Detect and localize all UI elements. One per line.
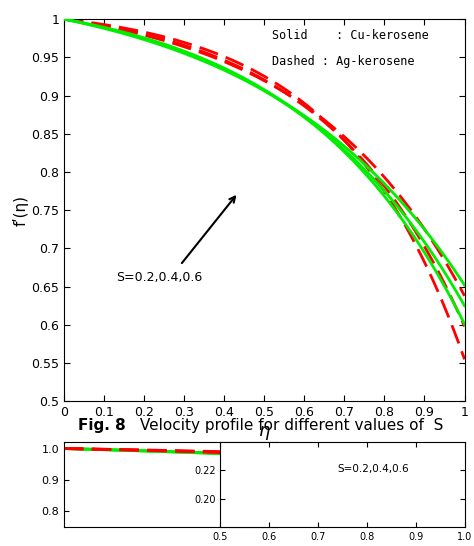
Text: Solid    : Cu-kerosene: Solid : Cu-kerosene bbox=[272, 28, 429, 41]
Text: Velocity profile for different values of  S: Velocity profile for different values of… bbox=[135, 418, 444, 432]
Text: Dashed : Ag-kerosene: Dashed : Ag-kerosene bbox=[272, 55, 415, 68]
X-axis label: η: η bbox=[259, 422, 270, 440]
Text: Fig. 8: Fig. 8 bbox=[78, 418, 126, 432]
Text: S=0.2,0.4,0.6: S=0.2,0.4,0.6 bbox=[116, 270, 202, 283]
Text: S=0.2,0.4,0.6: S=0.2,0.4,0.6 bbox=[337, 464, 409, 474]
Y-axis label: fʹ(η): fʹ(η) bbox=[12, 195, 28, 225]
